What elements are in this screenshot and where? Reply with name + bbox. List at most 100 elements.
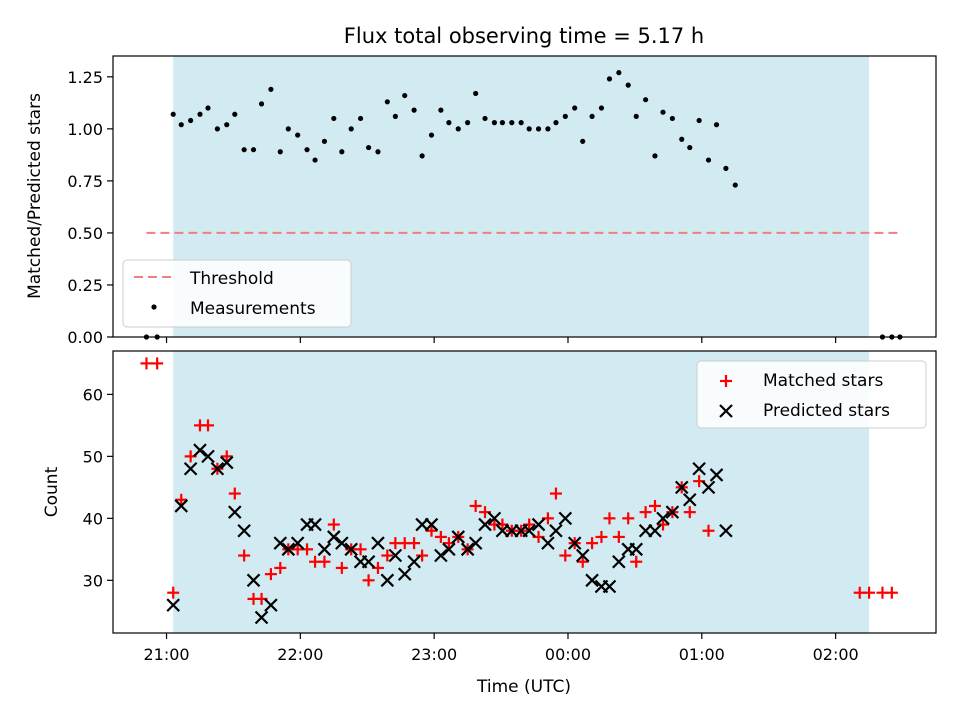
matched-star-point — [228, 487, 241, 500]
matched-star-point — [612, 530, 625, 543]
predicted-star-point — [629, 542, 644, 557]
measurement-point — [606, 76, 613, 82]
predicted-star-point — [166, 598, 180, 612]
predicted-star-point — [388, 548, 403, 563]
measurement-point — [214, 126, 220, 132]
predicted-star-point — [602, 579, 617, 594]
bottom-y-tick-label: 50 — [83, 447, 103, 466]
measurement-point — [170, 111, 176, 117]
top-y-tick-label: 1.25 — [67, 68, 103, 87]
matched-star-point — [362, 574, 375, 587]
predicted-star-point — [371, 536, 385, 550]
measurement-point — [465, 120, 471, 126]
matched-star-point — [622, 512, 635, 525]
predicted-star-point — [674, 480, 689, 495]
measurement-point — [339, 149, 345, 155]
matched-star-point — [167, 586, 180, 599]
predicted-star-point — [424, 517, 439, 532]
predicted-star-point — [451, 530, 466, 544]
matched-star-point — [639, 506, 652, 519]
x-tick-label: 23:00 — [411, 645, 457, 664]
measurement-point — [205, 105, 211, 111]
x-tick-label: 01:00 — [679, 645, 725, 664]
matched-star-point — [586, 537, 599, 550]
measurement-point — [321, 138, 328, 144]
x-tick-label: 22:00 — [277, 645, 323, 664]
matched-star-point — [140, 357, 153, 370]
predicted-star-point — [541, 536, 555, 550]
matched-star-point — [434, 530, 447, 543]
predicted-star-point — [656, 511, 670, 526]
predicted-star-point — [254, 610, 269, 625]
measurement-point — [545, 126, 551, 132]
bottom-y-tick-label: 60 — [83, 385, 103, 404]
top-y-ticks: 0.00 0.25 0.50 0.75 1.00 1.25 — [67, 68, 113, 347]
measurement-point — [232, 111, 238, 117]
measurement-point — [446, 120, 452, 126]
measurement-point — [491, 120, 497, 126]
top-y-tick-label: 0.00 — [67, 328, 103, 347]
matched-star-point — [175, 493, 188, 506]
measurements-series — [143, 70, 903, 340]
matched-star-point — [863, 586, 876, 599]
predicted-star-point — [701, 480, 716, 495]
measurement-point — [643, 97, 649, 103]
predicted-star-point — [183, 461, 198, 476]
measurement-point — [438, 107, 444, 113]
measurement-point — [455, 126, 461, 132]
x-tick-label: 00:00 — [545, 645, 591, 664]
predicted-star-point — [531, 517, 546, 532]
measurement-point — [241, 147, 247, 153]
measurement-point — [598, 105, 605, 111]
matched-star-point — [523, 518, 536, 531]
predicted-star-point — [219, 455, 234, 470]
bottom-y-tick-label: 40 — [83, 509, 103, 528]
predicted-star-point — [237, 523, 251, 538]
predicted-star-point — [273, 536, 288, 550]
predicted-star-point — [290, 536, 305, 550]
measurement-point — [509, 120, 515, 126]
predicted-star-point — [575, 548, 590, 563]
measurement-point — [518, 120, 524, 126]
measurement-point — [258, 101, 265, 107]
matched-star-point — [885, 586, 898, 599]
legend-threshold-label: Threshold — [189, 269, 274, 289]
predicted-star-point — [692, 461, 706, 476]
top-y-tick-label: 1.00 — [67, 120, 103, 139]
bottom-x-ticks: 21:00 22:00 23:00 00:00 01:00 02:00 — [143, 633, 859, 664]
measurement-point — [411, 107, 417, 113]
predicted-star-point — [648, 523, 662, 538]
predicted-star-point — [193, 443, 207, 457]
matched-star-point — [220, 450, 233, 463]
top-y-tick-label: 0.75 — [67, 172, 103, 191]
matched-star-point — [354, 543, 367, 556]
top-y-tick-label: 0.25 — [67, 276, 103, 295]
predicted-star-point — [522, 523, 536, 538]
measurement-point — [705, 157, 712, 163]
measurement-point — [660, 109, 666, 115]
predicted-star-point — [227, 505, 242, 519]
predicted-star-point — [317, 542, 332, 557]
measurement-point — [224, 122, 230, 128]
predicted-star-point — [442, 542, 456, 557]
predicted-star-point — [201, 449, 215, 464]
measurement-point — [331, 115, 337, 122]
matched-star-point — [603, 512, 616, 525]
predicted-star-point — [210, 461, 225, 476]
measurement-point — [589, 113, 595, 119]
measurement-point — [188, 117, 194, 124]
matched-star-point — [630, 555, 643, 568]
predicted-star-point — [487, 511, 502, 526]
x-axis-label: Time (UTC) — [476, 677, 571, 697]
measurement-point — [197, 111, 203, 117]
predicted-star-point — [665, 505, 680, 519]
matched-star-point — [683, 506, 696, 519]
matched-star-point — [238, 549, 251, 562]
measurement-point — [285, 126, 291, 132]
measurement-point — [713, 122, 720, 128]
measurement-point — [553, 120, 559, 126]
top-legend: Threshold Measurements — [122, 259, 352, 328]
measurement-point — [696, 117, 702, 124]
matched-star-point — [559, 549, 572, 562]
